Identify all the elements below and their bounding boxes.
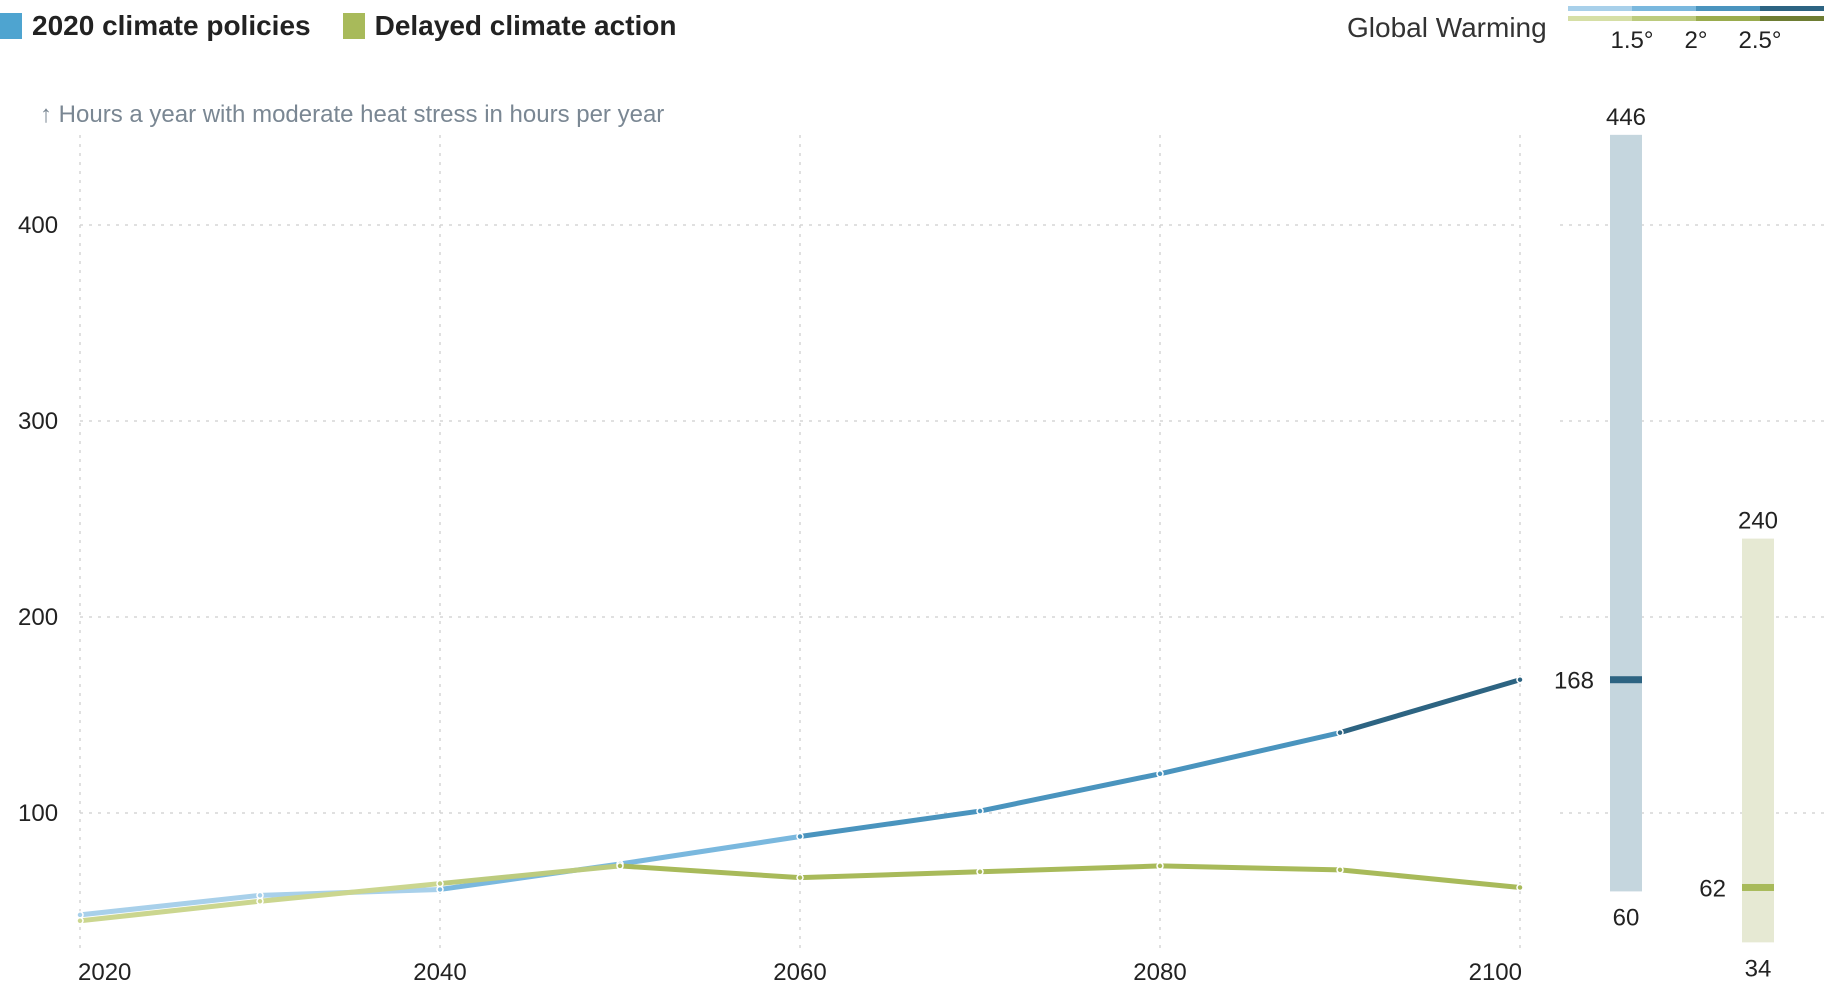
x-tick-label: 2020 bbox=[78, 959, 131, 986]
y-tick-label: 300 bbox=[18, 408, 58, 435]
range-marker-policies bbox=[1610, 676, 1642, 684]
warming-level-label: 2° bbox=[1685, 27, 1708, 54]
range-bar-policies bbox=[1610, 134, 1642, 892]
data-point-policies bbox=[436, 885, 444, 894]
series-line-delayed bbox=[1157, 863, 1343, 873]
data-point-policies bbox=[1516, 675, 1524, 684]
series-line-policies bbox=[77, 892, 263, 918]
data-point-delayed bbox=[796, 873, 804, 882]
legend-item-2020-policies[interactable]: 2020 climate policies bbox=[0, 10, 311, 42]
warming-bar-green-2 bbox=[1696, 16, 1760, 21]
warming-bar-green-1 bbox=[1632, 16, 1696, 21]
range-max-label-delayed: 240 bbox=[1738, 508, 1778, 535]
series-line-delayed bbox=[617, 863, 803, 881]
data-point-delayed bbox=[616, 862, 624, 870]
warming-bar-green-0 bbox=[1568, 16, 1632, 21]
range-min-label-delayed: 34 bbox=[1745, 955, 1772, 982]
warming-level-label: 2.5° bbox=[1739, 27, 1782, 54]
range-marker-delayed bbox=[1742, 883, 1774, 891]
legend-label-delayed-action: Delayed climate action bbox=[374, 10, 677, 41]
x-tick-label: 2100 bbox=[1469, 959, 1522, 986]
range-bar-delayed bbox=[1742, 538, 1774, 943]
data-point-delayed bbox=[76, 917, 84, 925]
warming-bar-blue-1 bbox=[1632, 6, 1696, 11]
legend-label-2020-policies: 2020 climate policies bbox=[32, 10, 311, 41]
range-min-label-policies: 60 bbox=[1613, 904, 1640, 931]
y-tick-label: 100 bbox=[18, 800, 58, 827]
series-line-delayed bbox=[977, 863, 1163, 875]
series-line-delayed bbox=[1337, 867, 1523, 890]
data-point-delayed bbox=[436, 879, 444, 888]
series-line-policies bbox=[617, 834, 803, 867]
x-tick-label: 2040 bbox=[413, 959, 466, 986]
data-point-delayed bbox=[1156, 862, 1164, 870]
x-tick-label: 2060 bbox=[773, 959, 826, 986]
series-line-policies bbox=[797, 808, 983, 840]
data-point-delayed bbox=[256, 897, 264, 905]
warming-level-label: 1.5° bbox=[1611, 27, 1654, 54]
data-point-policies bbox=[1336, 728, 1344, 737]
data-point-policies bbox=[796, 832, 804, 841]
range-value-label-delayed: 62 bbox=[1699, 875, 1726, 902]
legend-swatch-blue bbox=[0, 13, 22, 39]
global-warming-title: Global Warming bbox=[1347, 12, 1547, 43]
legend: 2020 climate policies Delayed climate ac… bbox=[0, 10, 709, 42]
series-line-delayed bbox=[797, 869, 983, 881]
data-point-delayed bbox=[976, 868, 984, 876]
data-point-policies bbox=[256, 891, 264, 900]
series-line-delayed bbox=[77, 898, 263, 924]
x-tick-label: 2080 bbox=[1133, 959, 1186, 986]
legend-swatch-green bbox=[342, 13, 365, 39]
data-point-policies bbox=[76, 911, 84, 919]
series-line-delayed bbox=[257, 881, 443, 904]
y-tick-label: 200 bbox=[18, 604, 58, 631]
warming-bar-blue-0 bbox=[1568, 6, 1632, 11]
range-max-label-policies: 446 bbox=[1606, 104, 1646, 131]
warming-bar-blue-2 bbox=[1696, 6, 1760, 11]
data-point-policies bbox=[976, 807, 984, 815]
series-line-delayed bbox=[437, 863, 623, 887]
y-tick-label: 400 bbox=[18, 212, 58, 239]
legend-item-delayed-action[interactable]: Delayed climate action bbox=[342, 10, 677, 42]
data-point-delayed bbox=[1336, 866, 1344, 874]
warming-bar-green-3 bbox=[1760, 16, 1824, 21]
series-line-policies bbox=[1157, 730, 1343, 777]
data-point-delayed bbox=[1516, 883, 1524, 892]
warming-bar-blue-3 bbox=[1760, 6, 1824, 11]
series-line-policies bbox=[977, 771, 1163, 814]
y-axis-label: ↑ Hours a year with moderate heat stress… bbox=[40, 101, 664, 128]
series-line-policies bbox=[1337, 677, 1523, 736]
data-point-policies bbox=[1156, 770, 1164, 778]
range-value-label-policies: 168 bbox=[1554, 668, 1594, 695]
